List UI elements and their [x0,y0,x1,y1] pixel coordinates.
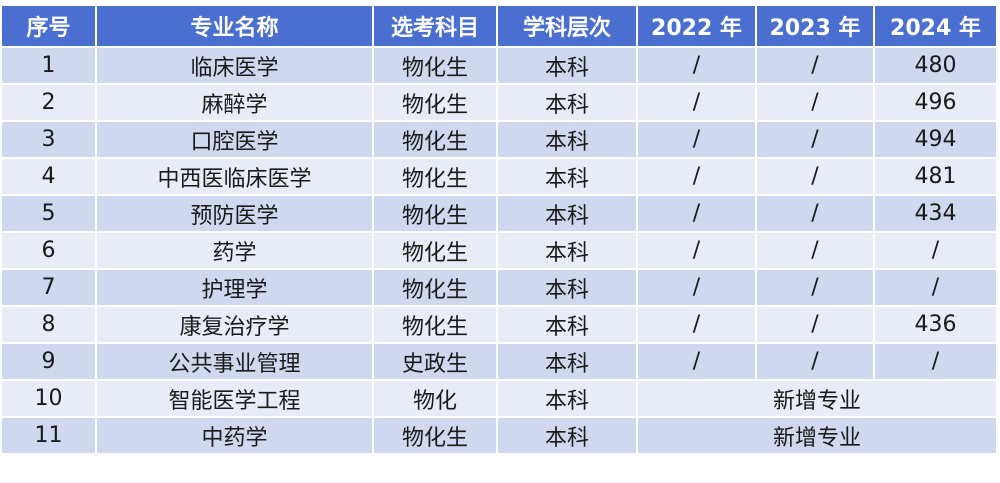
header-cell: 2024 年 [873,4,998,48]
table-cell: 物化生 [372,46,498,85]
header-cell: 选考科目 [372,4,498,48]
table-cell: 434 [873,194,998,233]
table-cell: 本科 [496,416,638,455]
table-cell: 本科 [496,194,638,233]
table-cell: 4 [0,157,97,196]
table-cell: / [873,231,998,270]
table-cell: 5 [0,194,97,233]
header-row: 序号 专业名称 选考科目 学科层次 2022 年 2023 年 2024 年 [0,4,998,48]
table-row: 11 中药学 物化生 本科 新增专业 [0,416,998,455]
header-cell: 专业名称 [95,4,374,48]
table-cell: 预防医学 [95,194,374,233]
table-container: 序号 专业名称 选考科目 学科层次 2022 年 2023 年 2024 年 1 临床医学 物化… [0,4,998,455]
table-row: 9 公共事业管理 史政生 本科 / / / [0,342,998,381]
table-cell: / [755,305,875,344]
table-cell: 本科 [496,268,638,307]
table-row: 3 口腔医学 物化生 本科 //494 [0,120,998,159]
table-cell: / [636,194,757,233]
table-cell: 494 [873,120,998,159]
table-cell: 康复治疗学 [95,305,374,344]
table-cell: / [755,231,875,270]
table-cell: 护理学 [95,268,374,307]
table-cell: 本科 [496,120,638,159]
table-cell: 中药学 [95,416,374,455]
table-cell: / [636,46,757,85]
table-cell: 物化生 [372,231,498,270]
table-cell: 本科 [496,83,638,122]
table-row: 7 护理学 物化生 本科 / / / [0,268,998,307]
table-cell: / [755,194,875,233]
header-cell: 2023 年 [755,4,875,48]
table-cell: / [755,157,875,196]
table-cell: 436 [873,305,998,344]
table-row: 8 康复治疗学 物化生 本科 //436 [0,305,998,344]
table-cell: 麻醉学 [95,83,374,122]
table-cell: / [755,46,875,85]
table-row: 10 智能医学工程 物化 本科 新增专业 [0,379,998,418]
table-cell: 480 [873,46,998,85]
table-cell: / [755,120,875,159]
table-cell: 药学 [95,231,374,270]
table: 序号 专业名称 选考科目 学科层次 2022 年 2023 年 2024 年 1 临床医学 物化… [0,4,998,455]
table-cell: 本科 [496,379,638,418]
table-cell: / [636,231,757,270]
table-cell: 物化生 [372,268,498,307]
table-cell: / [755,342,875,381]
table-cell: 物化生 [372,194,498,233]
table-cell: / [636,305,757,344]
table-row: 6 药学 物化生 本科 / / / [0,231,998,270]
table-cell: 物化生 [372,416,498,455]
header-cell: 2022 年 [636,4,757,48]
table-cell: 史政生 [372,342,498,381]
table-cell: 9 [0,342,97,381]
table-cell: 公共事业管理 [95,342,374,381]
table-row: 5 预防医学 物化生 本科 //434 [0,194,998,233]
table-cell: 2 [0,83,97,122]
table-cell: / [636,342,757,381]
table-cell: / [636,268,757,307]
table-cell: 8 [0,305,97,344]
table-cell: 10 [0,379,97,418]
table-cell: 1 [0,46,97,85]
table-cell: / [873,342,998,381]
table-cell: 临床医学 [95,46,374,85]
table-cell: 本科 [496,305,638,344]
table-cell: / [636,83,757,122]
table-cell: 3 [0,120,97,159]
table-cell: / [755,268,875,307]
table-cell: 物化生 [372,305,498,344]
table-cell: / [873,268,998,307]
table-cell: 481 [873,157,998,196]
table-cell: 物化生 [372,120,498,159]
table-cell: 新增专业 [636,416,998,455]
table-cell: 物化 [372,379,498,418]
table-cell: 智能医学工程 [95,379,374,418]
table-cell: 6 [0,231,97,270]
table-cell: / [636,120,757,159]
table-cell: 11 [0,416,97,455]
table-cell: / [755,83,875,122]
table-cell: 新增专业 [636,379,998,418]
table-cell: 本科 [496,46,638,85]
table-cell: 中西医临床医学 [95,157,374,196]
table-cell: 物化生 [372,83,498,122]
table-cell: 7 [0,268,97,307]
table-cell: 口腔医学 [95,120,374,159]
table-cell: 物化生 [372,157,498,196]
table-row: 4 中西医临床医学 物化生 本科 //481 [0,157,998,196]
table-cell: 496 [873,83,998,122]
header-cell: 学科层次 [496,4,638,48]
table-cell: 本科 [496,342,638,381]
table-body: 1 临床医学 物化生 本科 //480 2 麻醉学 物化生 本科 //496 3 口腔医学 物化生 本科 /… [0,46,998,455]
table-cell: 本科 [496,157,638,196]
table-cell: 本科 [496,231,638,270]
table-row: 1 临床医学 物化生 本科 //480 [0,46,998,85]
header-cell: 序号 [0,4,97,48]
table-cell: / [636,157,757,196]
table-row: 2 麻醉学 物化生 本科 //496 [0,83,998,122]
